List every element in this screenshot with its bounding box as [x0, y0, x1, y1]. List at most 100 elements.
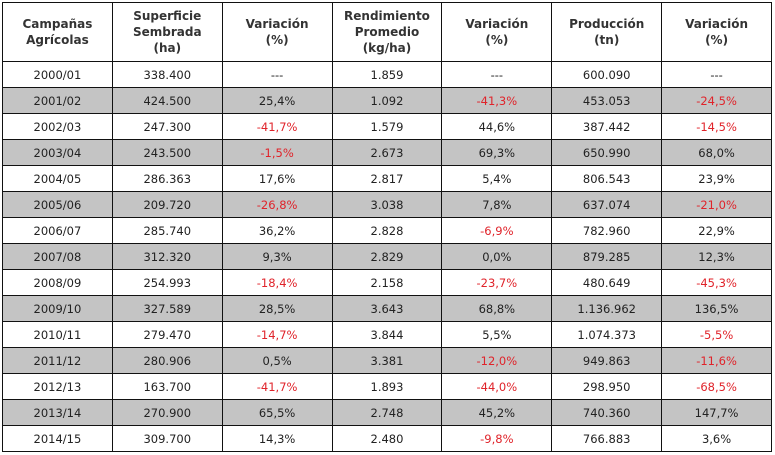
cell-production: 806.543	[551, 165, 663, 192]
cell-campaign: 2003/04	[2, 139, 113, 166]
cell-area-variation: -1,5%	[221, 139, 333, 166]
header-line: Campañas	[22, 17, 93, 31]
cell-avg-yield: 3.381	[331, 347, 443, 374]
header-line: (%)	[705, 33, 729, 47]
cell-avg-yield: 1.859	[331, 61, 443, 88]
cell-area-variation: 9,3%	[221, 243, 333, 270]
cell-production-variation: 12,3%	[661, 243, 772, 270]
cell-yield-variation: 69,3%	[441, 139, 553, 166]
cell-production: 600.090	[551, 61, 663, 88]
cell-avg-yield: 1.092	[331, 87, 443, 114]
cell-area-variation: -26,8%	[221, 191, 333, 218]
cell-production-variation: -5,5%	[661, 321, 772, 348]
table-row: 2004/05 286.363 17,6% 2.817 5,4% 806.543 23,9%	[2, 165, 772, 192]
cell-area-variation: 17,6%	[221, 165, 333, 192]
cell-production-variation: ---	[661, 61, 772, 88]
cell-sown-area: 163.700	[111, 373, 223, 400]
cell-production-variation: 22,9%	[661, 217, 772, 244]
cell-production: 298.950	[551, 373, 663, 400]
cell-sown-area: 280.906	[111, 347, 223, 374]
cell-yield-variation: ---	[441, 61, 553, 88]
cell-avg-yield: 1.579	[331, 113, 443, 140]
header-line: Variación	[245, 17, 309, 31]
cell-sown-area: 285.740	[111, 217, 223, 244]
header-line: Agrícolas	[26, 33, 89, 47]
cell-production-variation: -21,0%	[661, 191, 772, 218]
cell-sown-area: 338.400	[111, 61, 223, 88]
cell-production-variation: -45,3%	[661, 269, 772, 296]
cell-area-variation: ---	[221, 61, 333, 88]
cell-avg-yield: 3.038	[331, 191, 443, 218]
cell-avg-yield: 1.893	[331, 373, 443, 400]
cell-avg-yield: 3.844	[331, 321, 443, 348]
cell-area-variation: -41,7%	[221, 113, 333, 140]
cell-area-variation: -18,4%	[221, 269, 333, 296]
table-row: 2003/04 243.500 -1,5% 2.673 69,3% 650.990 68,0…	[2, 139, 772, 166]
cell-yield-variation: -41,3%	[441, 87, 553, 114]
header-line: (%)	[265, 33, 289, 47]
header-production: Producción (tn)	[551, 2, 663, 62]
table-row: 2006/07 285.740 36,2% 2.828 -6,9% 782.960 22,9…	[2, 217, 772, 244]
cell-production-variation: 3,6%	[661, 425, 772, 452]
table-row: 2014/15 309.700 14,3% 2.480 -9,8% 766.883 3,6%	[2, 425, 772, 452]
cell-sown-area: 286.363	[111, 165, 223, 192]
cell-campaign: 2010/11	[2, 321, 113, 348]
cell-area-variation: -41,7%	[221, 373, 333, 400]
header-line: Sembrada	[132, 25, 202, 39]
cell-campaign: 2013/14	[2, 399, 113, 426]
header-yield-variation: Variación (%)	[441, 2, 553, 62]
cell-yield-variation: 5,5%	[441, 321, 553, 348]
header-line: Variación	[465, 17, 529, 31]
cell-sown-area: 327.589	[111, 295, 223, 322]
cell-sown-area: 247.300	[111, 113, 223, 140]
cell-area-variation: -14,7%	[221, 321, 333, 348]
cell-campaign: 2011/12	[2, 347, 113, 374]
header-line: (kg/ha)	[362, 41, 412, 55]
cell-sown-area: 279.470	[111, 321, 223, 348]
cell-production: 949.863	[551, 347, 663, 374]
header-row: Campañas Agrícolas Superficie Sembrada (ha) V…	[2, 2, 772, 62]
cell-yield-variation: 68,8%	[441, 295, 553, 322]
table-row: 2000/01 338.400 --- 1.859 --- 600.090 ---	[2, 61, 772, 88]
cell-production: 782.960	[551, 217, 663, 244]
cell-sown-area: 309.700	[111, 425, 223, 452]
header-line: Rendimiento	[344, 9, 430, 23]
header-campaigns: Campañas Agrícolas	[2, 2, 113, 62]
cell-production: 387.442	[551, 113, 663, 140]
cell-production-variation: 147,7%	[661, 399, 772, 426]
cell-production: 650.990	[551, 139, 663, 166]
header-area-variation: Variación (%)	[221, 2, 333, 62]
cell-production: 766.883	[551, 425, 663, 452]
cell-avg-yield: 2.829	[331, 243, 443, 270]
cell-production: 453.053	[551, 87, 663, 114]
cell-production: 740.360	[551, 399, 663, 426]
cell-production-variation: -11,6%	[661, 347, 772, 374]
header-line: Promedio	[354, 25, 420, 39]
cell-yield-variation: -6,9%	[441, 217, 553, 244]
cell-production-variation: 23,9%	[661, 165, 772, 192]
cell-campaign: 2009/10	[2, 295, 113, 322]
table-row: 2001/02 424.500 25,4% 1.092 -41,3% 453.053 -24…	[2, 87, 772, 114]
header-line: Producción	[569, 17, 645, 31]
header-production-variation: Variación (%)	[661, 2, 772, 62]
table-row: 2011/12 280.906 0,5% 3.381 -12,0% 949.863 -11,…	[2, 347, 772, 374]
cell-production: 637.074	[551, 191, 663, 218]
header-line: (tn)	[594, 33, 620, 47]
cell-campaign: 2007/08	[2, 243, 113, 270]
cell-sown-area: 254.993	[111, 269, 223, 296]
cell-campaign: 2005/06	[2, 191, 113, 218]
table-row: 2005/06 209.720 -26,8% 3.038 7,8% 637.074 -21,…	[2, 191, 772, 218]
cell-sown-area: 270.900	[111, 399, 223, 426]
cell-area-variation: 28,5%	[221, 295, 333, 322]
cell-yield-variation: 45,2%	[441, 399, 553, 426]
table-row: 2013/14 270.900 65,5% 2.748 45,2% 740.360 147,…	[2, 399, 772, 426]
table-row: 2007/08 312.320 9,3% 2.829 0,0% 879.285 12,3%	[2, 243, 772, 270]
cell-sown-area: 209.720	[111, 191, 223, 218]
cell-yield-variation: 7,8%	[441, 191, 553, 218]
cell-yield-variation: 5,4%	[441, 165, 553, 192]
cell-production-variation: -14,5%	[661, 113, 772, 140]
cell-sown-area: 424.500	[111, 87, 223, 114]
cell-campaign: 2000/01	[2, 61, 113, 88]
cell-area-variation: 65,5%	[221, 399, 333, 426]
